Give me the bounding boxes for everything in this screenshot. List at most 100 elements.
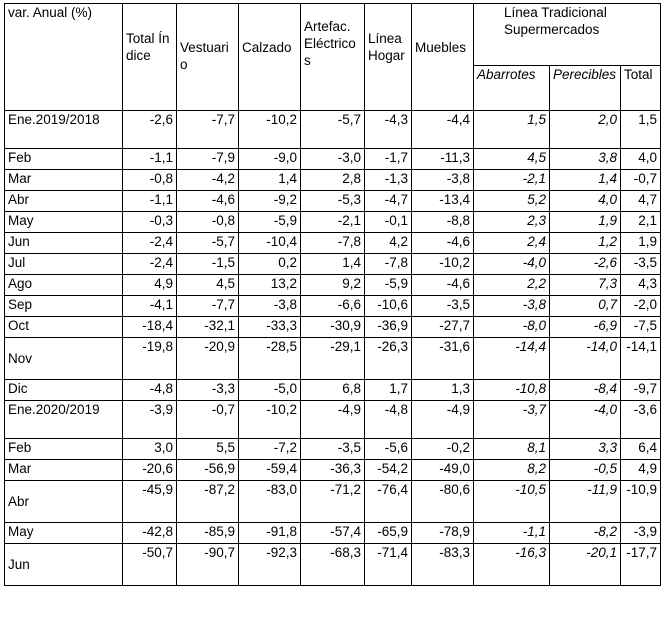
vestuario-cell: -7,9: [176, 148, 239, 170]
vestuario-cell: 4,5: [176, 274, 239, 296]
artefactos-cell: -36,3: [300, 459, 365, 481]
perecibles-cell: 4,0: [549, 190, 621, 212]
abarrotes-cell: -2,1: [473, 169, 550, 191]
linea-hogar-header: Línea Hogar: [364, 3, 412, 111]
row-label: Ene.2020/2019: [4, 400, 123, 439]
abarrotes-cell: -10,5: [473, 480, 550, 523]
muebles-cell: 1,3: [411, 379, 474, 401]
total-indice-cell: -18,4: [122, 316, 177, 338]
muebles-cell: -0,2: [411, 438, 474, 460]
table-row: Mar -0,8 -4,2 1,4 2,8 -1,3 -3,8 -2,1 1,4 -0,7: [4, 169, 661, 191]
calzado-cell: -3,8: [238, 295, 301, 317]
total-indice-cell: -50,7: [122, 543, 177, 586]
linea-hogar-cell: -76,4: [364, 480, 412, 523]
row-label: Sep: [4, 295, 123, 317]
linea-hogar-cell: -26,3: [364, 337, 412, 380]
total-indice-cell: -2,4: [122, 232, 177, 254]
artefactos-cell: 1,4: [300, 253, 365, 275]
perecibles-cell: -20,1: [549, 543, 621, 586]
artefactos-cell: -3,5: [300, 438, 365, 460]
abarrotes-cell: -3,8: [473, 295, 550, 317]
total-indice-cell: -0,8: [122, 169, 177, 191]
total-cell: -10,9: [620, 480, 661, 523]
abarrotes-cell: 4,5: [473, 148, 550, 170]
table-row: Feb 3,0 5,5 -7,2 -3,5 -5,6 -0,2 8,1 3,3 6,4: [4, 438, 661, 460]
total-indice-cell: 3,0: [122, 438, 177, 460]
muebles-cell: -80,6: [411, 480, 474, 523]
total-indice-cell: -45,9: [122, 480, 177, 523]
muebles-cell: -3,8: [411, 169, 474, 191]
vestuario-cell: -87,2: [176, 480, 239, 523]
linea-hogar-cell: -0,1: [364, 211, 412, 233]
muebles-cell: -27,7: [411, 316, 474, 338]
calzado-cell: -10,2: [238, 110, 301, 149]
total-indice-cell: -1,1: [122, 190, 177, 212]
table-row: Abr -1,1 -4,6 -9,2 -5,3 -4,7 -13,4 5,2 4,0 4,7: [4, 190, 661, 212]
abarrotes-cell: -14,4: [473, 337, 550, 380]
perecibles-cell: 0,7: [549, 295, 621, 317]
row-label: Mar: [4, 169, 123, 191]
linea-hogar-cell: -5,9: [364, 274, 412, 296]
table-row: Mar -20,6 -56,9 -59,4 -36,3 -54,2 -49,0 8,2 -0,5…: [4, 459, 661, 481]
artefactos-cell: 6,8: [300, 379, 365, 401]
linea-hogar-cell: -71,4: [364, 543, 412, 586]
total-indice-cell: -4,1: [122, 295, 177, 317]
total-indice-cell: -20,6: [122, 459, 177, 481]
calzado-cell: -92,3: [238, 543, 301, 586]
row-label: Oct: [4, 316, 123, 338]
muebles-cell: -8,8: [411, 211, 474, 233]
muebles-cell: -83,3: [411, 543, 474, 586]
muebles-cell: -11,3: [411, 148, 474, 170]
muebles-header: Muebles: [411, 3, 474, 111]
linea-hogar-cell: -7,8: [364, 253, 412, 275]
perecibles-cell: -11,9: [549, 480, 621, 523]
vestuario-cell: -7,7: [176, 110, 239, 149]
row-label: Ago: [4, 274, 123, 296]
perecibles-cell: -4,0: [549, 400, 621, 439]
artefactos-cell: 9,2: [300, 274, 365, 296]
linea-hogar-cell: -4,8: [364, 400, 412, 439]
muebles-cell: -4,4: [411, 110, 474, 149]
total-cell: 6,4: [620, 438, 661, 460]
artefactos-cell: -5,3: [300, 190, 365, 212]
calzado-cell: -9,2: [238, 190, 301, 212]
linea-hogar-cell: -5,6: [364, 438, 412, 460]
total-cell: -9,7: [620, 379, 661, 401]
vestuario-header: Vestuario: [176, 3, 239, 111]
linea-hogar-cell: -4,7: [364, 190, 412, 212]
row-label: Jun: [4, 232, 123, 254]
artefactos-cell: -3,0: [300, 148, 365, 170]
vestuario-cell: 5,5: [176, 438, 239, 460]
row-label: Mar: [4, 459, 123, 481]
table-row: Dic -4,8 -3,3 -5,0 6,8 1,7 1,3 -10,8 -8,4 -9,7: [4, 379, 661, 401]
linea-hogar-cell: -1,3: [364, 169, 412, 191]
calzado-cell: 1,4: [238, 169, 301, 191]
abarrotes-cell: -8,0: [473, 316, 550, 338]
linea-hogar-cell: -4,3: [364, 110, 412, 149]
total-cell: 1,5: [620, 110, 661, 149]
abarrotes-cell: 2,2: [473, 274, 550, 296]
linea-hogar-cell: 1,7: [364, 379, 412, 401]
total-cell: 2,1: [620, 211, 661, 233]
calzado-cell: -59,4: [238, 459, 301, 481]
perecibles-cell: 1,2: [549, 232, 621, 254]
vestuario-cell: -90,7: [176, 543, 239, 586]
muebles-cell: -4,9: [411, 400, 474, 439]
abarrotes-cell: 8,1: [473, 438, 550, 460]
table-body: Ene.2019/2018 -2,6 -7,7 -10,2 -5,7 -4,3 -4,4 1,…: [4, 110, 661, 586]
total-cell: -3,6: [620, 400, 661, 439]
total-indice-cell: -2,4: [122, 253, 177, 275]
artefactos-cell: 2,8: [300, 169, 365, 191]
artefactos-cell: -7,8: [300, 232, 365, 254]
artefactos-cell: -5,7: [300, 110, 365, 149]
vestuario-cell: -4,2: [176, 169, 239, 191]
vestuario-cell: -56,9: [176, 459, 239, 481]
muebles-cell: -3,5: [411, 295, 474, 317]
linea-tradicional-header: Línea Tradicional Supermercados: [473, 3, 661, 66]
muebles-cell: -13,4: [411, 190, 474, 212]
linea-hogar-cell: -54,2: [364, 459, 412, 481]
total-indice-cell: -2,6: [122, 110, 177, 149]
row-label: Feb: [4, 148, 123, 170]
total-indice-cell: -1,1: [122, 148, 177, 170]
row-label: Dic: [4, 379, 123, 401]
